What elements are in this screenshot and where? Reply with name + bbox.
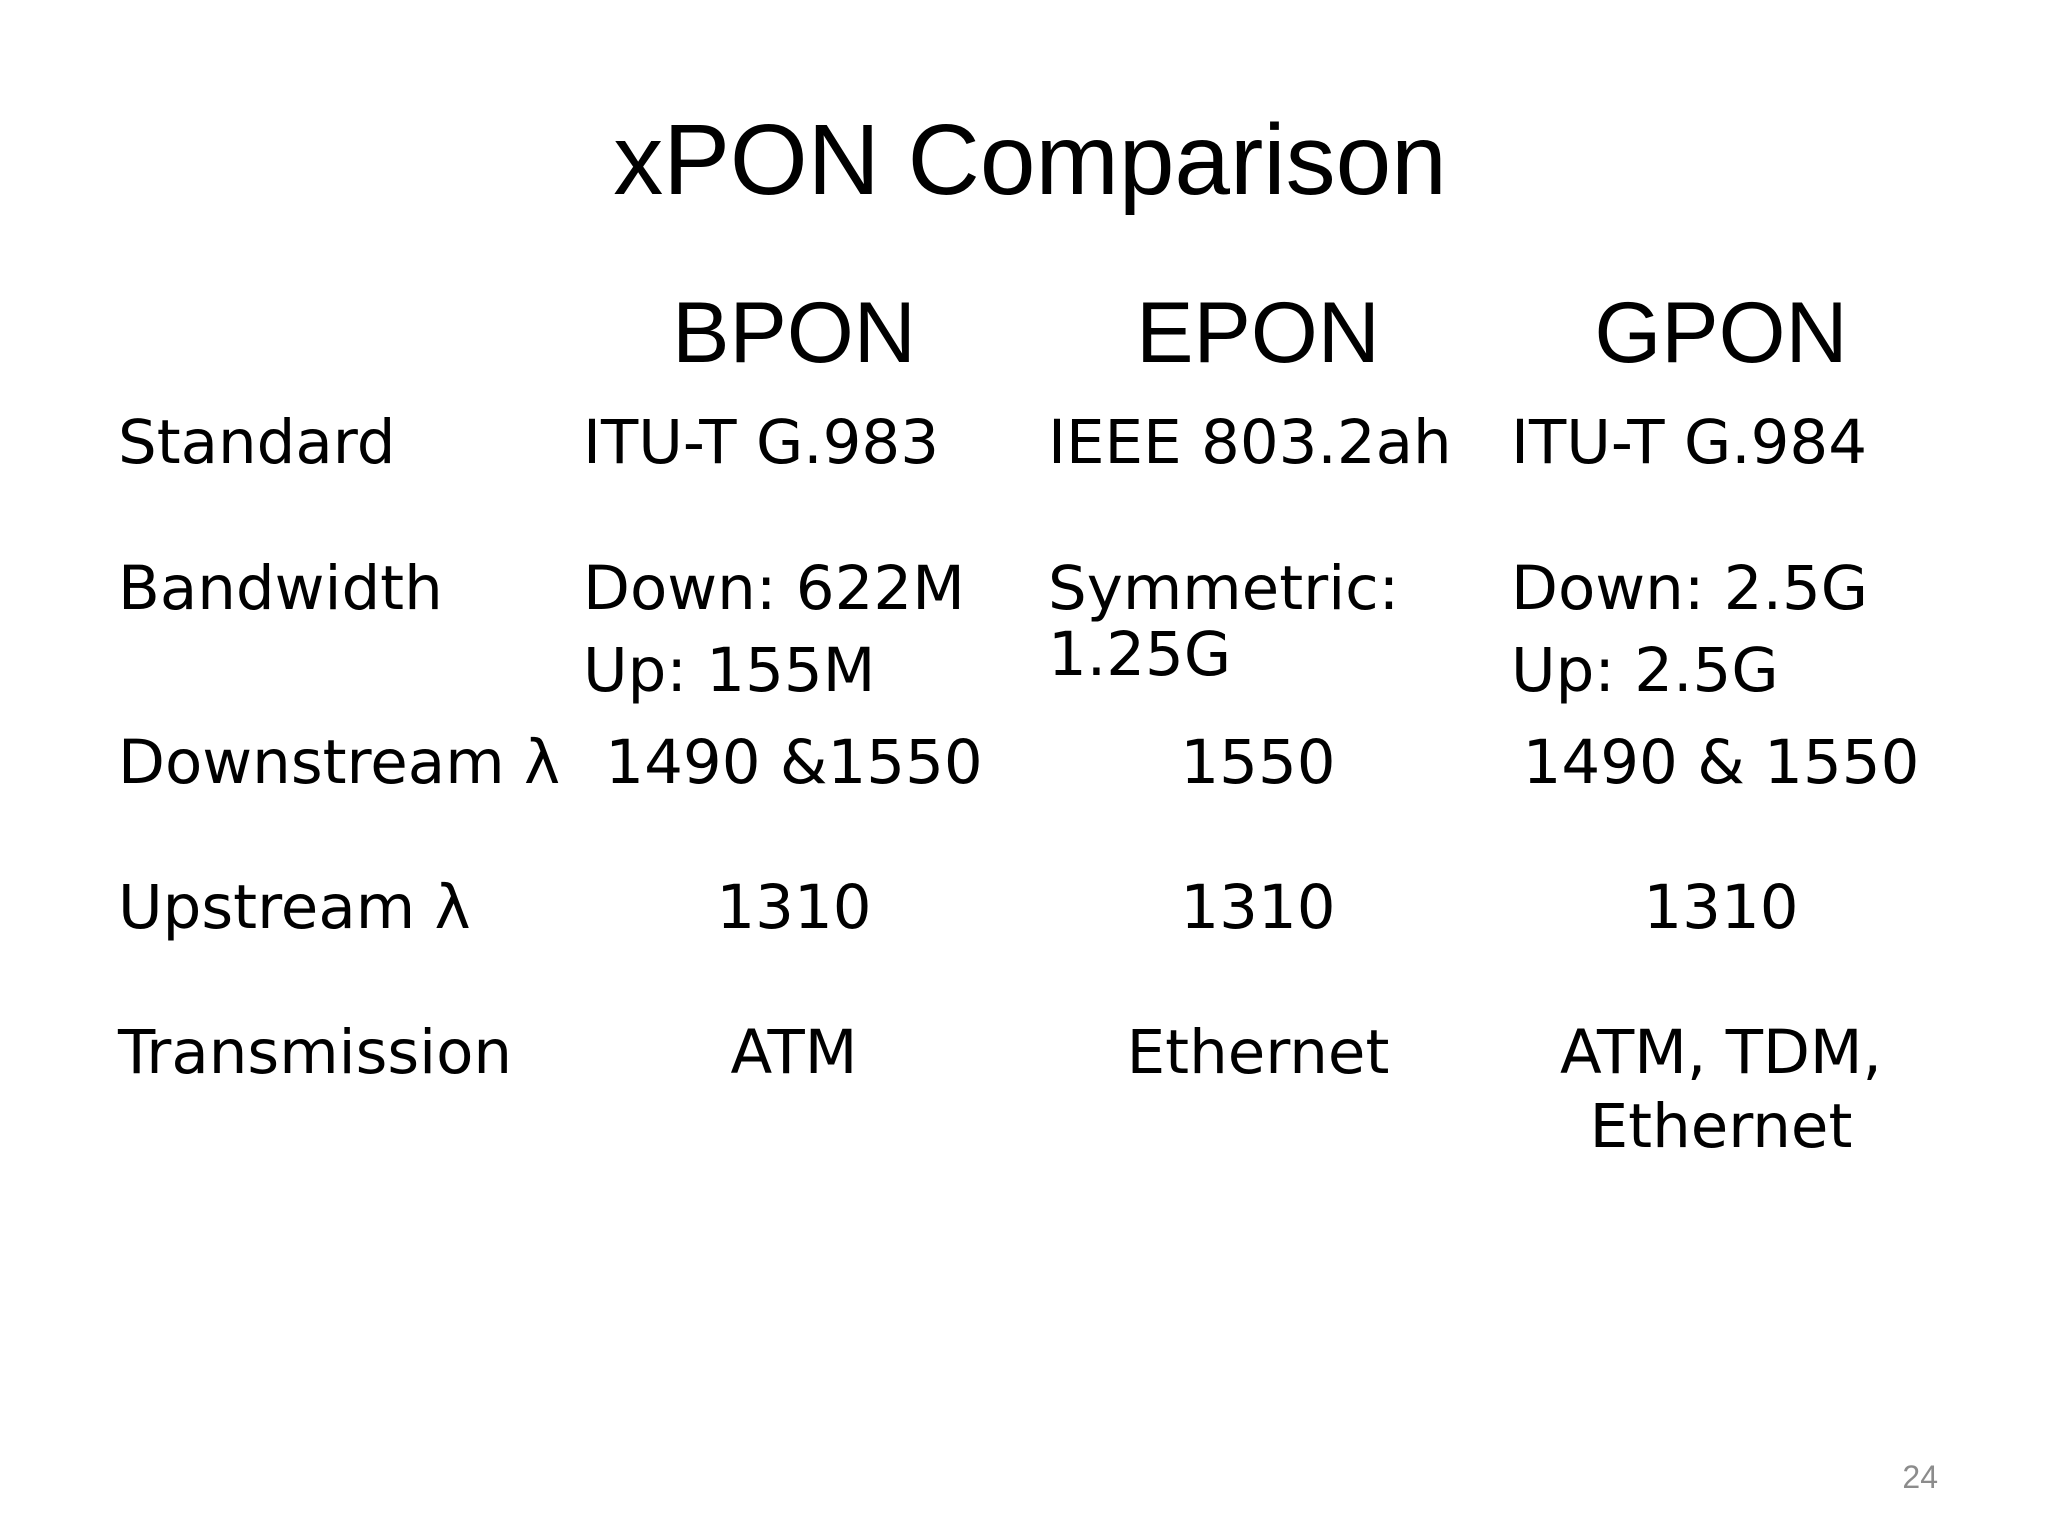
table-cell: ITU-T G.984 [1511, 407, 1867, 478]
table-cell: Ethernet [1127, 1017, 1390, 1088]
column-header: BPON [672, 285, 916, 381]
table-cell: 1490 &1550 [605, 727, 982, 798]
page-number: 24 [1902, 1459, 1938, 1495]
table-cell: 1310 [1643, 872, 1798, 943]
slide-title: xPON Comparison [613, 104, 1447, 216]
table-cell: Down: 2.5G [1511, 553, 1868, 624]
table-cell: 1550 [1180, 727, 1335, 798]
table-cell: ATM [731, 1017, 858, 1088]
table-cell: Up: 2.5G [1511, 635, 1779, 706]
table-cell: 1310 [716, 872, 871, 943]
table-cell: Up: 155M [583, 635, 875, 706]
row-label: Downstream λ [118, 727, 560, 798]
row-label: Standard [118, 407, 396, 478]
row-label: Bandwidth [118, 553, 443, 624]
table-cell: ATM, TDM, [1560, 1017, 1882, 1088]
column-header: GPON [1594, 285, 1847, 381]
table-cell: ITU-T G.983 [583, 407, 939, 478]
table-cell: Symmetric: [1048, 553, 1399, 624]
row-label: Transmission [117, 1017, 512, 1088]
table-cell: 1.25G [1048, 619, 1231, 690]
table-cell: 1310 [1180, 872, 1335, 943]
table-cell: 1490 & 1550 [1523, 727, 1920, 798]
row-label: Upstream λ [118, 872, 471, 943]
table-cell: Down: 622M [583, 553, 965, 624]
table-cell: IEEE 803.2ah [1048, 407, 1452, 478]
table-cell: Ethernet [1590, 1091, 1853, 1162]
column-header: EPON [1136, 285, 1380, 381]
